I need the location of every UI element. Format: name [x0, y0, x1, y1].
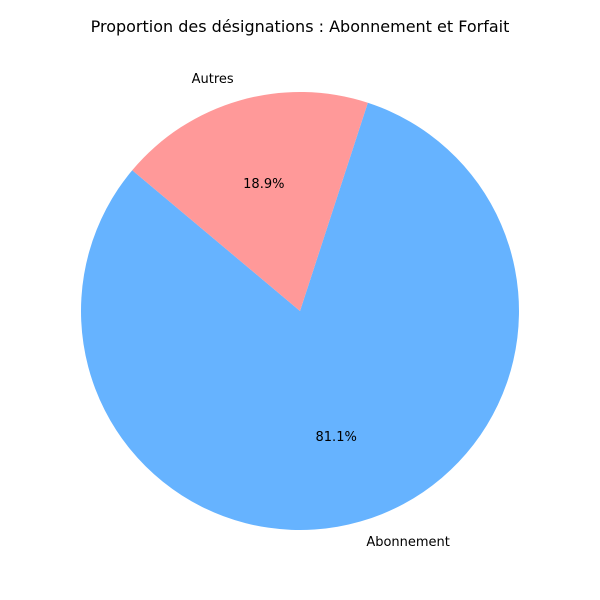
pie-percent-label: 81.1%	[316, 430, 357, 445]
pie-slice-autres	[132, 92, 368, 311]
chart-title: Proportion des désignations : Abonnement…	[91, 17, 510, 36]
pie-labels: Abonnement 81.1% Autres 18.9%	[192, 72, 450, 550]
pie-category-label: Abonnement	[366, 535, 450, 550]
pie-slices	[80, 92, 519, 530]
pie-percent-label: 18.9%	[243, 177, 284, 192]
pie-slice-abonnement	[80, 102, 519, 530]
pie-category-label: Autres	[192, 72, 234, 87]
